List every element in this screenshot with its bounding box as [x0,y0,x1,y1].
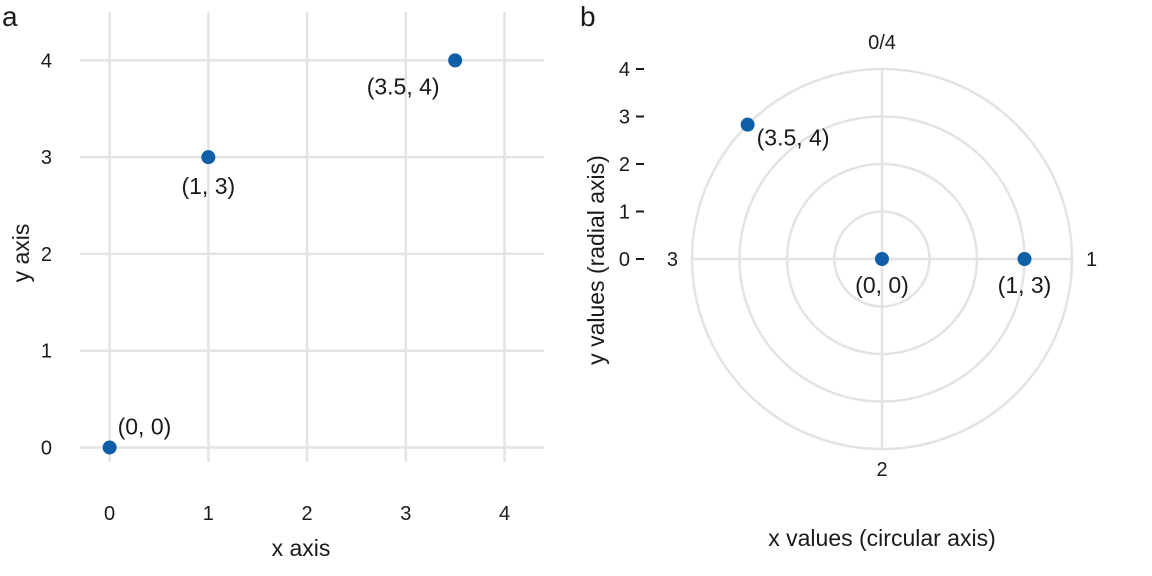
polar-data-point-label: (0, 0) [855,272,909,298]
y-tick-label-1: 1 [41,341,52,363]
x-tick-label-2: 2 [302,503,313,525]
theta-tick-label: 1 [1086,249,1097,271]
theta-tick-label: 2 [876,459,887,481]
data-point-label: (1, 3) [181,173,235,199]
panel-a-grid [80,12,544,462]
polar-ring-1 [833,210,931,308]
panel-a-tick-labels: 0 1 2 3 4 0 1 2 3 4 [41,50,510,525]
y-tick-label-2: 2 [41,244,52,266]
data-point [448,53,463,68]
x-tick-label-4: 4 [499,503,510,525]
panel-a-cartesian-chart: a 0 1 2 3 4 0 1 2 3 4 (0, 0) (1, 3) (3.5, 4) x axis… [2,1,544,561]
theta-tick-label: 3 [667,249,678,271]
panel-a-x-axis-title: x axis [272,535,331,561]
polar-data-point-label: (3.5, 4) [757,125,830,151]
panel-a-y-axis-title: y axis [8,224,34,283]
radial-tick-label-2: 2 [619,154,630,176]
polar-data-point [1017,252,1032,266]
panel-b-points: (0, 0) (1, 3) (3.5, 4) [740,117,1052,298]
polar-data-point [740,117,755,132]
y-tick-label-4: 4 [41,50,52,72]
data-point [201,150,216,165]
radial-tick-label-3: 3 [619,107,630,129]
data-point [102,440,117,455]
panel-label-a: a [2,1,18,32]
panel-b-tick-labels: 0/4 1 2 3 0 1 2 3 4 [619,32,1097,481]
x-tick-label-1: 1 [203,503,214,525]
polar-data-point [875,252,889,266]
theta-tick-label: 0/4 [868,32,896,54]
polar-data-point-label: (1, 3) [998,272,1052,298]
panel-b-polar-chart: b 0/4 1 2 3 0 1 2 3 4 (0, 0) (1, 3) (3.5, 4) x val… [580,1,1097,551]
radial-tick-label-1: 1 [619,202,630,224]
panel-b-x-axis-title: x values (circular axis) [768,525,996,551]
panel-b-y-axis-title: y values (radial axis) [583,155,609,365]
y-tick-label-0: 0 [41,437,52,459]
panel-a-points: (0, 0) (1, 3) (3.5, 4) [102,53,463,455]
x-tick-label-3: 3 [400,503,411,525]
data-point-label: (3.5, 4) [367,73,440,99]
polar-ring-4 [690,67,1074,451]
data-point-label: (0, 0) [118,413,172,439]
panel-label-b: b [580,1,596,32]
radial-tick-label-0: 0 [619,249,630,271]
x-tick-label-0: 0 [104,503,115,525]
y-tick-label-3: 3 [41,147,52,169]
radial-tick-label-4: 4 [619,59,630,81]
polar-ring-2 [785,162,979,356]
